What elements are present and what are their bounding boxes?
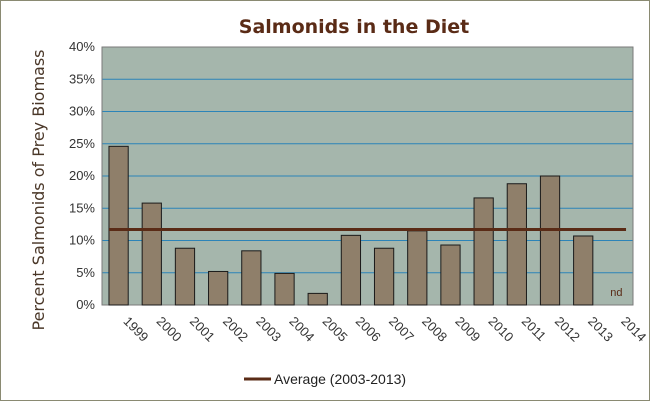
plot-area: 0%5%10%15%20%25%30%35%40%1999 2000 2001 200… xyxy=(69,39,649,345)
x-tick-label: 2009 xyxy=(452,314,483,345)
bar xyxy=(340,234,362,306)
y-tick-label: 30% xyxy=(69,104,95,119)
bar xyxy=(440,244,461,306)
x-tick-label: 2012 xyxy=(552,314,583,345)
y-tick-label: 0% xyxy=(76,297,95,312)
x-tick-label: 2007 xyxy=(386,314,417,345)
y-tick-label: 20% xyxy=(69,168,95,183)
x-tick-label: 2010 xyxy=(486,314,517,345)
x-tick-label: 2002 xyxy=(220,314,251,345)
y-tick-label: 40% xyxy=(69,39,95,54)
bar xyxy=(573,235,594,306)
bar xyxy=(506,183,527,306)
bar xyxy=(141,202,162,306)
x-tick-label: 2001 xyxy=(187,314,218,345)
bar xyxy=(473,197,494,306)
x-tick-label: 2013 xyxy=(585,314,616,345)
x-tick-label: 2011 xyxy=(519,314,549,344)
x-tick-label: 1999 xyxy=(120,314,151,345)
bar xyxy=(208,270,229,306)
bar xyxy=(241,250,262,306)
y-tick-label: 15% xyxy=(69,200,95,215)
annotation-nd: nd xyxy=(610,287,622,299)
bar xyxy=(407,230,428,306)
legend-average-label: Average (2003-2013) xyxy=(274,371,406,387)
x-tick-label: 2006 xyxy=(353,314,384,345)
bar xyxy=(373,247,395,306)
y-axis-label: Percent Salmonids of Prey Biomass xyxy=(29,49,48,330)
x-tick-label: 2004 xyxy=(286,314,317,345)
bar xyxy=(307,292,328,306)
plot-border xyxy=(101,46,634,306)
x-tick-label: 2008 xyxy=(419,314,450,345)
x-tick-label: 2005 xyxy=(320,314,351,345)
y-tick-label: 35% xyxy=(69,71,95,86)
y-tick-label: 5% xyxy=(76,265,95,280)
x-tick-label: 2000 xyxy=(154,314,185,345)
x-tick-label: 2014 xyxy=(618,314,649,345)
bar xyxy=(274,272,295,306)
x-tick-label: 2003 xyxy=(253,314,284,345)
bar xyxy=(174,247,196,306)
legend: Average (2003-2013) xyxy=(244,371,406,387)
bar xyxy=(108,145,129,306)
y-tick-label: 25% xyxy=(69,136,95,151)
chart-title: Salmonids in the Diet xyxy=(239,16,469,38)
y-tick-label: 10% xyxy=(69,233,95,248)
bar xyxy=(539,175,561,306)
